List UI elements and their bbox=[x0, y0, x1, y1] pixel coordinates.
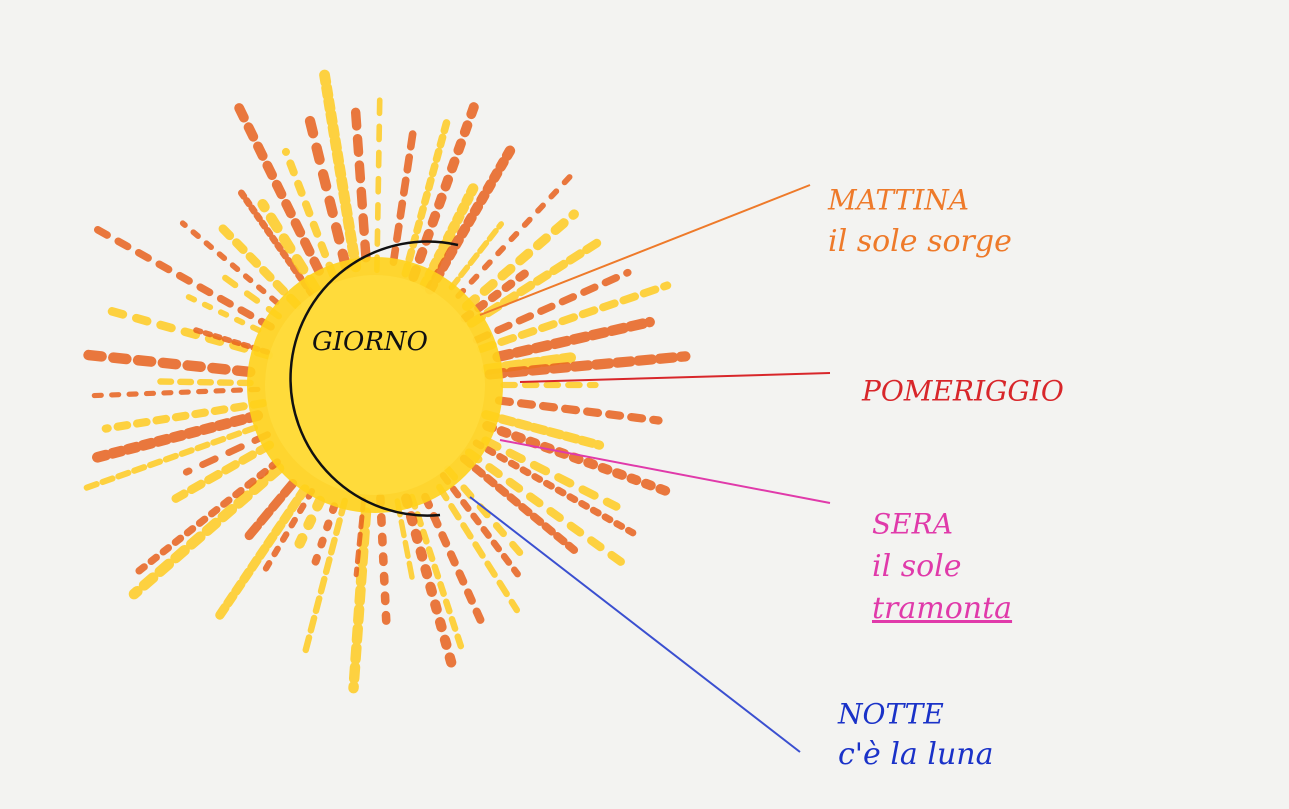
page: GIORNO MATTINA il sole sorge POMERIGGIO … bbox=[0, 0, 1289, 809]
center-label: GIORNO bbox=[312, 327, 428, 357]
illustration: GIORNO MATTINA il sole sorge POMERIGGIO … bbox=[0, 0, 1289, 809]
background bbox=[0, 0, 1289, 809]
part-text: il sole sorge bbox=[828, 224, 1012, 259]
part-title: POMERIGGIO bbox=[861, 375, 1064, 408]
part-title: MATTINA bbox=[827, 184, 969, 217]
part-title: NOTTE bbox=[837, 698, 944, 731]
part-text: il sole bbox=[872, 549, 962, 584]
part-text: c'è la luna bbox=[838, 737, 993, 772]
part-text: tramonta bbox=[872, 591, 1012, 626]
sun-inner bbox=[265, 275, 485, 495]
part-title: SERA bbox=[872, 508, 953, 541]
